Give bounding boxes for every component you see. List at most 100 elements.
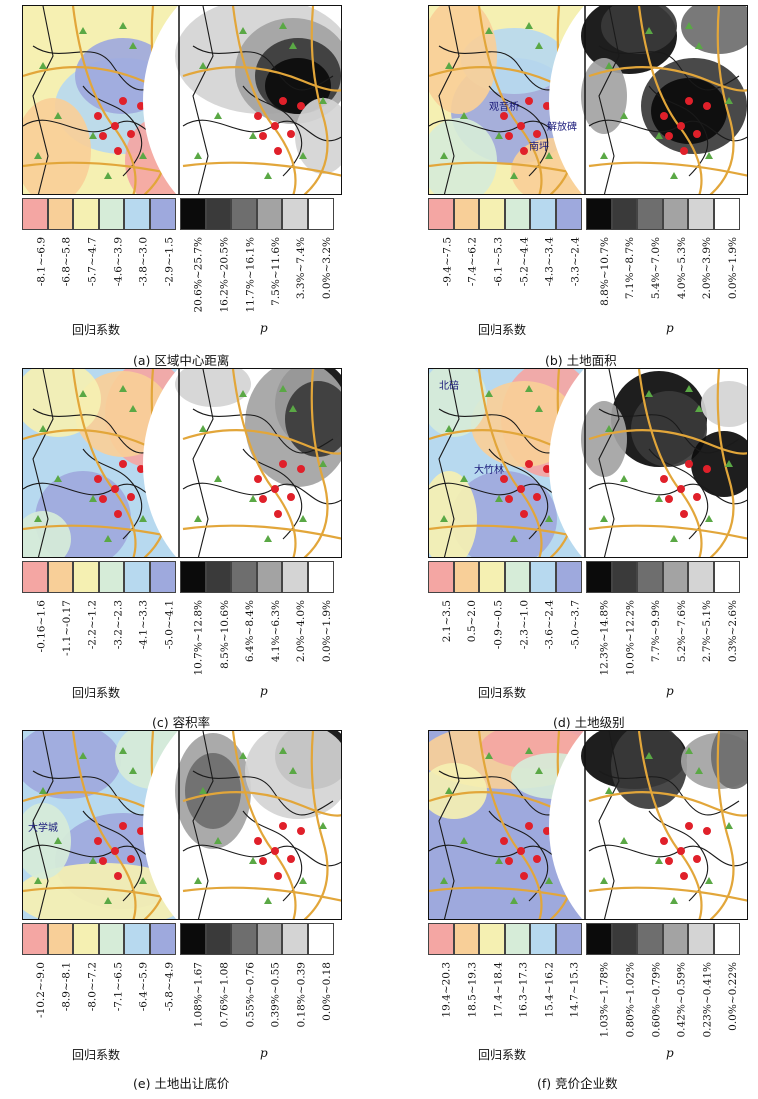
center-marker xyxy=(94,475,102,483)
p-legend-label: 8.5%~10.6% xyxy=(218,600,231,669)
coef-legend-label: 16.3~17.3 xyxy=(517,962,530,1018)
coef-legend-swatch xyxy=(124,923,150,955)
center-marker xyxy=(259,495,267,503)
p-legend-swatch xyxy=(637,561,663,593)
p-legend-swatches xyxy=(586,561,740,595)
station-marker xyxy=(725,822,733,829)
station-marker xyxy=(655,495,663,502)
coef-legend-swatch xyxy=(504,923,531,955)
center-marker xyxy=(119,822,127,830)
p-legend-swatch xyxy=(205,923,232,955)
center-marker xyxy=(665,495,673,503)
p-shading-zone-4 xyxy=(245,731,341,819)
coef-road xyxy=(477,6,543,194)
p-shading-zone-3 xyxy=(691,431,747,497)
station-marker xyxy=(600,877,608,884)
coef-legend-swatch xyxy=(47,923,74,955)
coef-legend-swatch xyxy=(47,561,74,593)
map-frame xyxy=(22,5,342,195)
station-marker xyxy=(79,390,87,397)
p-legend-title: p xyxy=(666,684,674,698)
station-marker xyxy=(39,62,47,69)
coef-road xyxy=(477,369,543,557)
map-panel: 19.4~20.3 18.5~19.3 17.4~18.4 16.3~17.3 15.4… xyxy=(428,730,748,1090)
coef-legend-swatch xyxy=(479,561,505,593)
coef-legend-label: 18.5~19.3 xyxy=(466,962,479,1018)
p-legend-swatch xyxy=(611,923,638,955)
center-marker xyxy=(543,827,551,835)
center-marker xyxy=(254,112,262,120)
center-marker xyxy=(517,485,525,493)
coef-legend-swatch xyxy=(124,561,150,593)
station-marker xyxy=(645,27,653,34)
center-marker xyxy=(137,102,145,110)
station-marker xyxy=(119,22,127,29)
center-marker xyxy=(274,147,282,155)
coef-legend-label: -5.0~-3.7 xyxy=(569,600,581,650)
station-marker xyxy=(485,27,493,34)
coef-legend-swatch xyxy=(22,923,48,955)
map-place-label: 北碚 xyxy=(439,381,459,392)
map-svg xyxy=(23,369,341,557)
station-marker xyxy=(54,475,62,482)
panel-caption: (c) 容积率 xyxy=(152,715,211,730)
coef-legend-swatch xyxy=(479,923,505,955)
coef-district-boundary xyxy=(438,369,460,557)
p-legend-label: 2.0%~4.0% xyxy=(295,600,308,663)
station-marker xyxy=(445,787,453,794)
center-marker xyxy=(520,147,528,155)
center-marker xyxy=(111,485,119,493)
center-marker xyxy=(680,147,688,155)
p-legend-label: 0.42%~0.59% xyxy=(675,962,688,1038)
coef-legend-swatch xyxy=(428,198,454,230)
p-road xyxy=(588,429,747,455)
center-marker xyxy=(287,493,295,501)
station-marker xyxy=(199,425,207,432)
p-legend-label: 1.08%~1.67 xyxy=(193,962,205,1028)
station-marker xyxy=(535,42,543,49)
station-marker xyxy=(319,822,327,829)
center-marker xyxy=(99,857,107,865)
center-marker xyxy=(137,465,145,473)
station-marker xyxy=(545,877,553,884)
center-marker xyxy=(533,130,541,138)
station-marker xyxy=(129,42,137,49)
center-marker xyxy=(665,132,673,140)
station-marker xyxy=(319,460,327,467)
station-marker xyxy=(525,385,533,392)
center-marker xyxy=(137,827,145,835)
p-legend-swatch xyxy=(180,198,206,230)
p-road xyxy=(182,524,341,540)
coef-legend-label: -0.9~-0.5 xyxy=(492,600,505,650)
coef-legend-swatch xyxy=(556,923,582,955)
coef-legend-label: -3.6~-2.4 xyxy=(543,600,556,650)
panel-caption: (a) 区域中心距离 xyxy=(133,353,230,368)
center-marker xyxy=(254,475,262,483)
p-legend-title: p xyxy=(666,321,674,335)
center-marker xyxy=(99,132,107,140)
station-marker xyxy=(249,495,257,502)
coef-legend-label: -0.16~1.6 xyxy=(35,600,47,653)
panel-caption: (d) 土地级别 xyxy=(553,715,625,730)
station-marker xyxy=(199,787,207,794)
center-marker xyxy=(119,460,127,468)
station-marker xyxy=(89,495,97,502)
map-place-label: 大竹林 xyxy=(474,465,504,476)
coef-legend-label: 0.5~2.0 xyxy=(466,600,479,643)
p-road xyxy=(182,429,341,455)
coef-legend-label: -3.8~-3.0 xyxy=(137,237,150,287)
station-marker xyxy=(645,390,653,397)
coef-legend-label: -3.2~-2.3 xyxy=(111,600,124,650)
station-marker xyxy=(264,897,272,904)
station-marker xyxy=(194,515,202,522)
station-marker xyxy=(319,97,327,104)
p-legend-swatch xyxy=(586,561,612,593)
coef-shading-zone-5 xyxy=(429,6,497,114)
station-marker xyxy=(670,897,678,904)
station-marker xyxy=(620,837,628,844)
station-marker xyxy=(299,152,307,159)
center-marker xyxy=(543,465,551,473)
coef-legend-title: 回归系数 xyxy=(478,323,527,337)
p-legend-label: 16.2%~20.5% xyxy=(218,237,231,313)
map-place-label: 解放碑 xyxy=(547,122,577,133)
